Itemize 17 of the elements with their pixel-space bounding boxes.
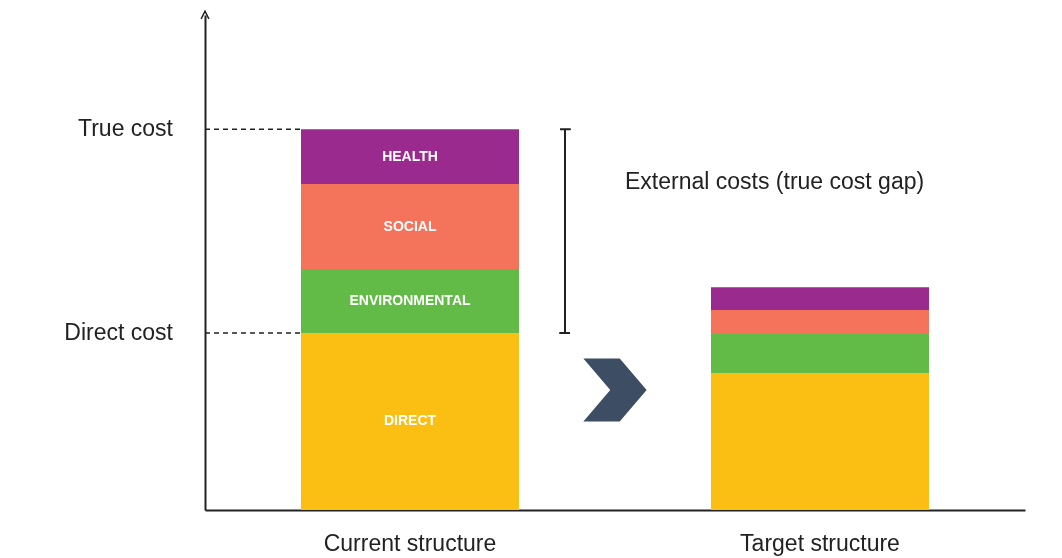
bar: [301, 268, 519, 333]
series-label: DIRECT: [383, 412, 437, 429]
series-label: HEALTH: [382, 147, 438, 164]
bar: [711, 334, 929, 373]
ref-line-label: True cost: [77, 115, 174, 142]
x-tick-label: Target structure: [740, 529, 900, 556]
series-label: ENVIRONMENTAL: [349, 291, 471, 308]
bar: [711, 310, 929, 335]
bar: [301, 332, 519, 510]
ref-line-label: Direct cost: [64, 318, 174, 345]
bar: [711, 372, 929, 510]
bar: [711, 287, 929, 311]
x-tick-label: Current structure: [323, 529, 497, 556]
annotation: External costs (true cost gap): [625, 168, 925, 195]
series-label: SOCIAL: [383, 217, 437, 234]
bar: [301, 184, 519, 269]
bar: [301, 129, 519, 185]
